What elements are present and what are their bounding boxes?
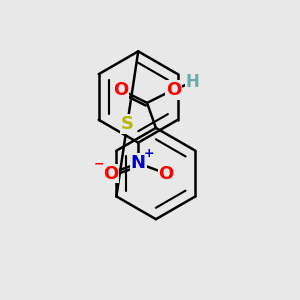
Text: N: N: [131, 154, 146, 172]
Text: O: O: [166, 81, 181, 99]
Text: H: H: [186, 73, 200, 91]
Text: O: O: [159, 165, 174, 183]
Text: O: O: [113, 81, 128, 99]
Text: −: −: [93, 157, 104, 170]
Text: O: O: [103, 165, 118, 183]
Text: +: +: [143, 147, 154, 160]
Text: S: S: [121, 115, 134, 133]
